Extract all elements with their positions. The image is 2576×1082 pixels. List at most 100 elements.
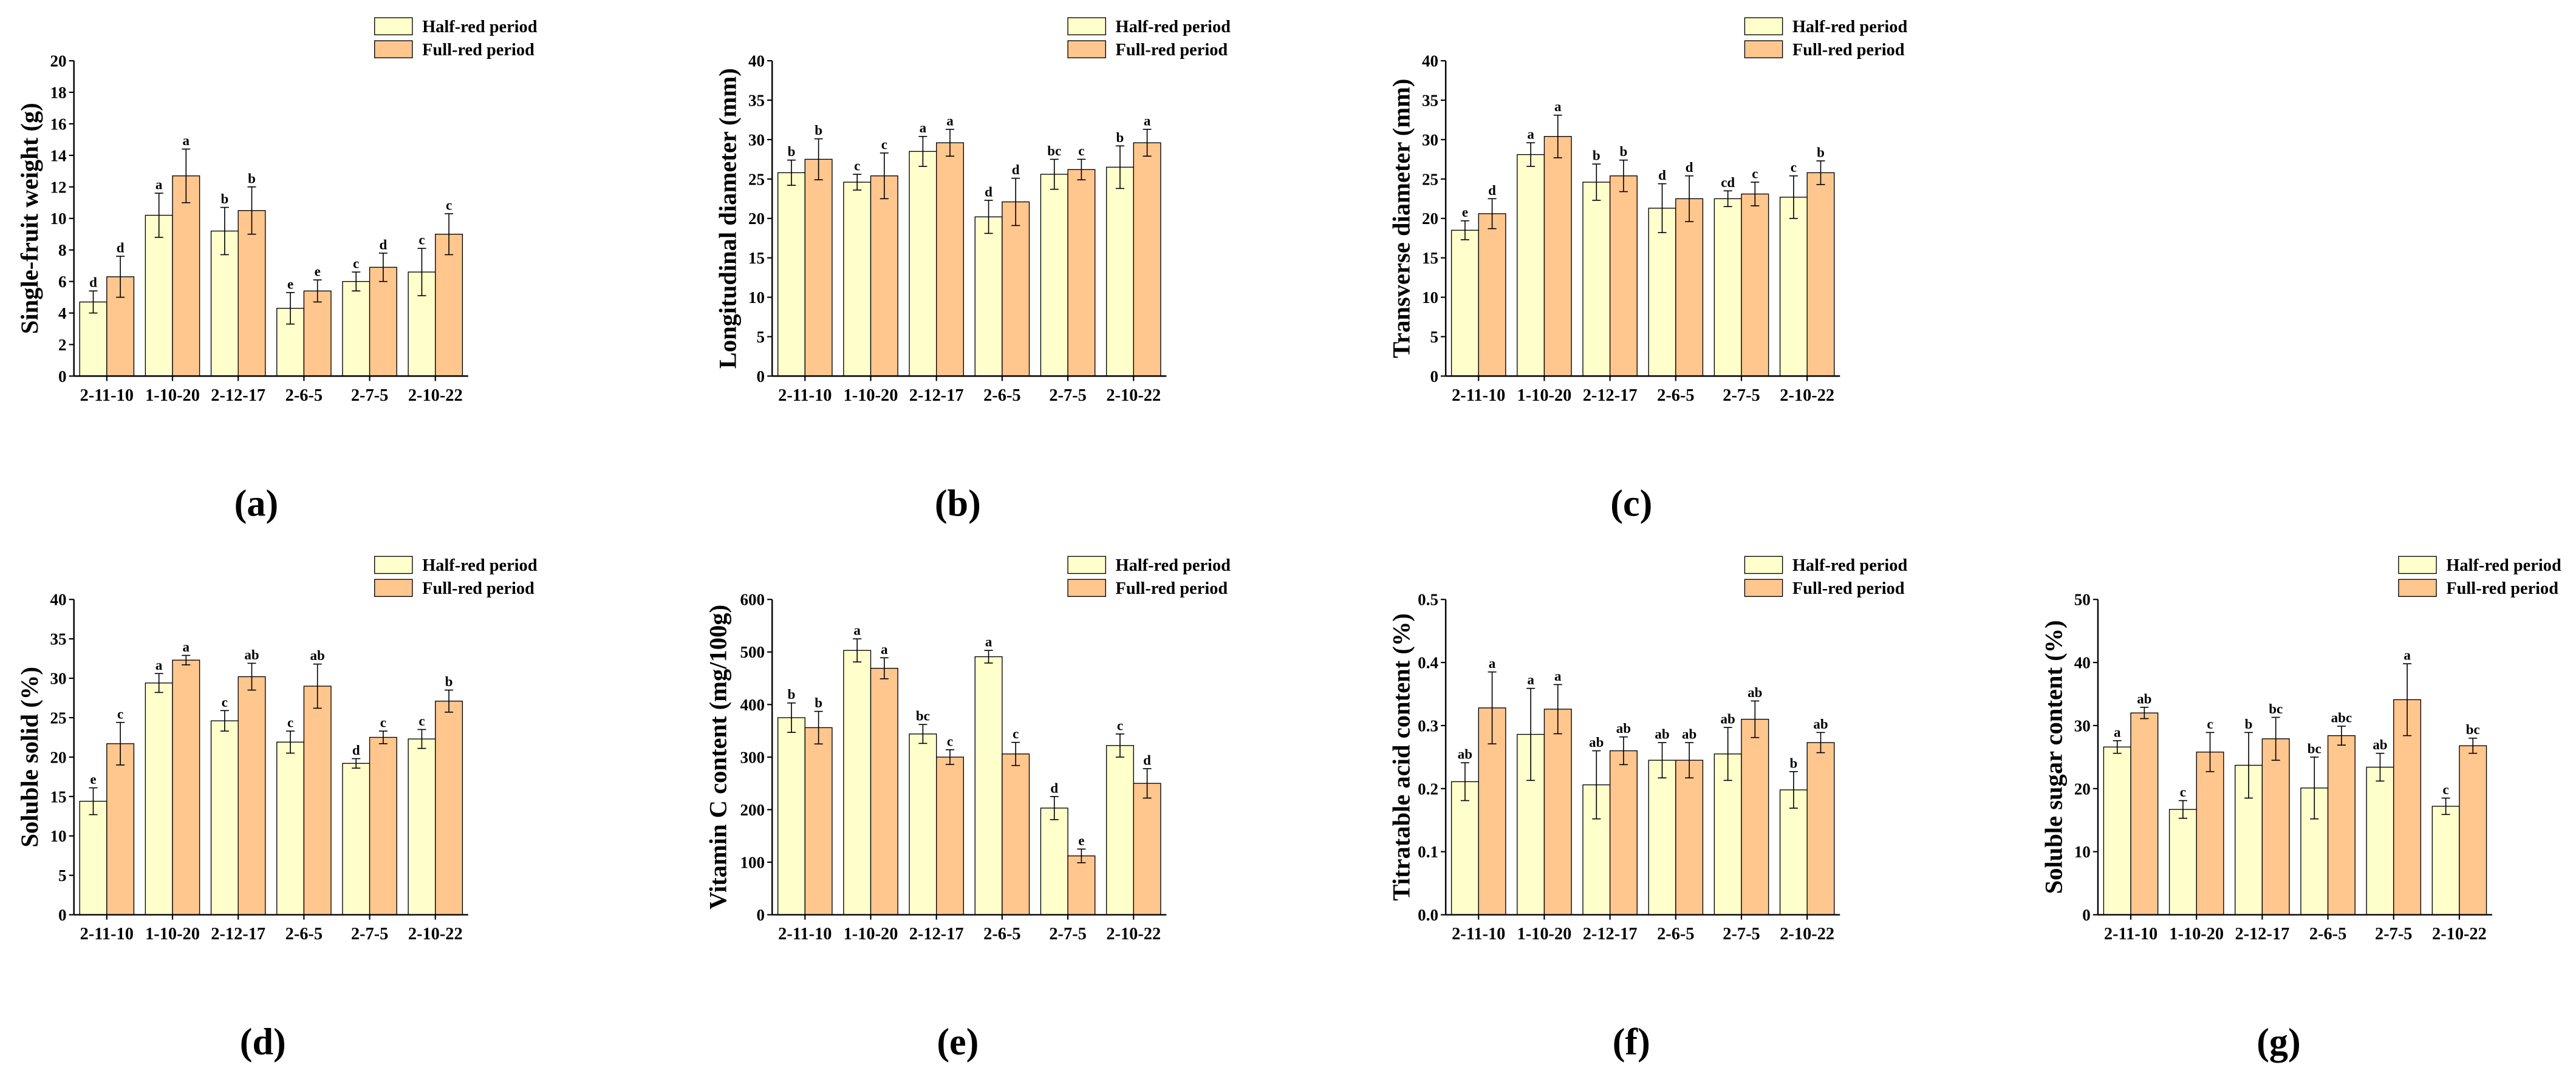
bar-full-red-2-11-10 xyxy=(804,158,833,377)
legend: Half-red period Full-red period xyxy=(374,556,538,598)
y-tick-label: 25 xyxy=(748,170,765,188)
bar-half-red-2-10-22 xyxy=(1105,166,1134,377)
legend-swatch-full-red xyxy=(2398,579,2437,597)
significance-letter-half-red-2-6-5: bc xyxy=(2308,741,2321,756)
error-bar-half-red-2-11-10 xyxy=(1460,220,1469,240)
y-tick-label: 16 xyxy=(50,115,67,133)
bar-half-red-2-12-17 xyxy=(1582,182,1611,377)
x-tick-label: 2-6-5 xyxy=(285,925,323,944)
y-tick-label: 200 xyxy=(740,801,765,819)
error-bar-full-red-2-7-5 xyxy=(1077,848,1086,863)
error-bar-half-red-1-10-20 xyxy=(154,673,163,693)
x-tick-label: 2-6-5 xyxy=(1657,386,1694,405)
y-tick-label: 20 xyxy=(748,209,765,228)
bar-half-red-2-12-17 xyxy=(909,733,937,916)
error-bar-full-red-1-10-20 xyxy=(880,657,889,679)
error-bar-half-red-2-12-17 xyxy=(2244,732,2253,799)
y-tick-label: 30 xyxy=(2074,716,2091,735)
bar-full-red-2-12-17 xyxy=(1609,750,1638,916)
significance-letter-half-red-2-11-10: a xyxy=(2114,724,2121,740)
y-tick-label: 15 xyxy=(748,249,765,267)
bar-full-red-2-6-5 xyxy=(303,686,332,916)
error-bar-full-red-2-6-5 xyxy=(313,663,322,709)
significance-letter-full-red-2-11-10: d xyxy=(117,240,125,256)
y-tick-label: 35 xyxy=(748,91,765,109)
error-bar-full-red-2-6-5 xyxy=(1011,741,1020,766)
legend: Half-red period Full-red period xyxy=(1067,17,1231,60)
error-bar-half-red-2-7-5 xyxy=(352,758,361,769)
significance-letter-half-red-1-10-20: a xyxy=(1527,672,1534,687)
bar-half-red-2-12-17 xyxy=(210,720,239,916)
significance-letter-half-red-2-11-10: b xyxy=(788,144,796,159)
error-bar-half-red-2-10-22 xyxy=(417,248,426,296)
legend-label-half-red: Half-red period xyxy=(1116,18,1231,36)
x-tick-label: 1-10-20 xyxy=(2169,925,2224,944)
bar-half-red-2-7-5 xyxy=(1713,198,1742,377)
error-bar-full-red-2-11-10 xyxy=(1488,198,1497,230)
error-bar-full-red-2-10-22 xyxy=(445,213,454,256)
legend-swatch-half-red xyxy=(374,17,413,36)
error-bar-full-red-2-12-17 xyxy=(1619,159,1628,192)
bar-full-red-2-11-10 xyxy=(1478,213,1506,377)
x-tick-label: 2-11-10 xyxy=(2104,925,2157,944)
bar-full-red-2-7-5 xyxy=(369,267,397,377)
error-bar-full-red-1-10-20 xyxy=(1553,684,1562,735)
significance-letter-full-red-2-11-10: a xyxy=(1489,656,1496,671)
legend-label-half-red: Half-red period xyxy=(422,18,538,36)
significance-letter-full-red-2-7-5: d xyxy=(379,237,387,252)
significance-letter-full-red-2-10-22: c xyxy=(446,197,452,213)
significance-letter-full-red-2-11-10: d xyxy=(1488,183,1496,198)
bar-full-red-2-10-22 xyxy=(1806,742,1835,916)
error-bar-half-red-2-12-17 xyxy=(1592,163,1601,201)
bar-half-red-2-6-5 xyxy=(974,656,1003,916)
bar-full-red-2-11-10 xyxy=(2130,712,2159,916)
significance-letter-full-red-2-10-22: bc xyxy=(2466,722,2480,737)
error-bar-full-red-2-6-5 xyxy=(313,279,322,303)
significance-letter-full-red-2-6-5: abc xyxy=(2331,710,2352,726)
significance-letter-full-red-2-6-5: d xyxy=(1686,160,1693,175)
significance-letter-full-red-2-7-5: a xyxy=(2403,648,2411,663)
y-tick-label: 35 xyxy=(50,630,67,648)
significance-letter-half-red-2-10-22: c xyxy=(1117,718,1123,733)
x-tick-label: 2-11-10 xyxy=(1452,386,1505,405)
significance-letter-full-red-1-10-20: a xyxy=(1554,99,1562,114)
error-bar-half-red-2-7-5 xyxy=(1050,795,1059,820)
x-tick-label: 2-12-17 xyxy=(211,925,265,944)
bar-full-red-2-11-10 xyxy=(804,727,833,916)
error-bar-half-red-2-6-5 xyxy=(984,650,993,664)
significance-letter-half-red-2-6-5: d xyxy=(1658,168,1666,183)
x-tick-label: 1-10-20 xyxy=(844,386,898,405)
bar-half-red-2-11-10 xyxy=(2103,746,2131,916)
significance-letter-full-red-2-10-22: ab xyxy=(1813,716,1828,732)
y-tick-label: 5 xyxy=(1430,328,1438,346)
significance-letter-half-red-2-12-17: b xyxy=(220,191,228,206)
legend-swatch-full-red xyxy=(1744,40,1783,58)
bar-full-red-2-6-5 xyxy=(1675,760,1704,916)
legend-label-full-red: Full-red period xyxy=(422,579,535,598)
significance-letter-half-red-2-10-22: c xyxy=(419,233,425,248)
bar-half-red-2-6-5 xyxy=(974,216,1003,377)
x-tick-label: 2-7-5 xyxy=(1723,925,1760,944)
significance-letter-full-red-1-10-20: a xyxy=(183,133,190,148)
error-bar-half-red-2-12-17 xyxy=(1592,750,1601,820)
y-tick-label: 300 xyxy=(740,748,765,766)
error-bar-half-red-2-6-5 xyxy=(286,730,295,754)
significance-letter-full-red-2-12-17: bc xyxy=(2269,701,2283,716)
y-tick-label: 40 xyxy=(2074,654,2091,672)
y-tick-label: 50 xyxy=(2074,591,2091,609)
panel-label: (c) xyxy=(1610,483,1652,524)
significance-letter-half-red-2-11-10: e xyxy=(90,772,96,787)
error-bar-full-red-2-12-17 xyxy=(945,749,955,765)
bar-full-red-2-7-5 xyxy=(1741,193,1769,377)
error-bar-full-red-2-11-10 xyxy=(814,710,823,745)
error-bar-half-red-2-6-5 xyxy=(2310,757,2319,820)
significance-letter-half-red-2-6-5: a xyxy=(985,635,992,650)
y-tick-label: 40 xyxy=(50,591,67,609)
error-bar-full-red-1-10-20 xyxy=(182,655,191,665)
significance-letter-half-red-1-10-20: a xyxy=(155,658,163,673)
legend: Half-red period Full-red period xyxy=(1067,556,1231,598)
